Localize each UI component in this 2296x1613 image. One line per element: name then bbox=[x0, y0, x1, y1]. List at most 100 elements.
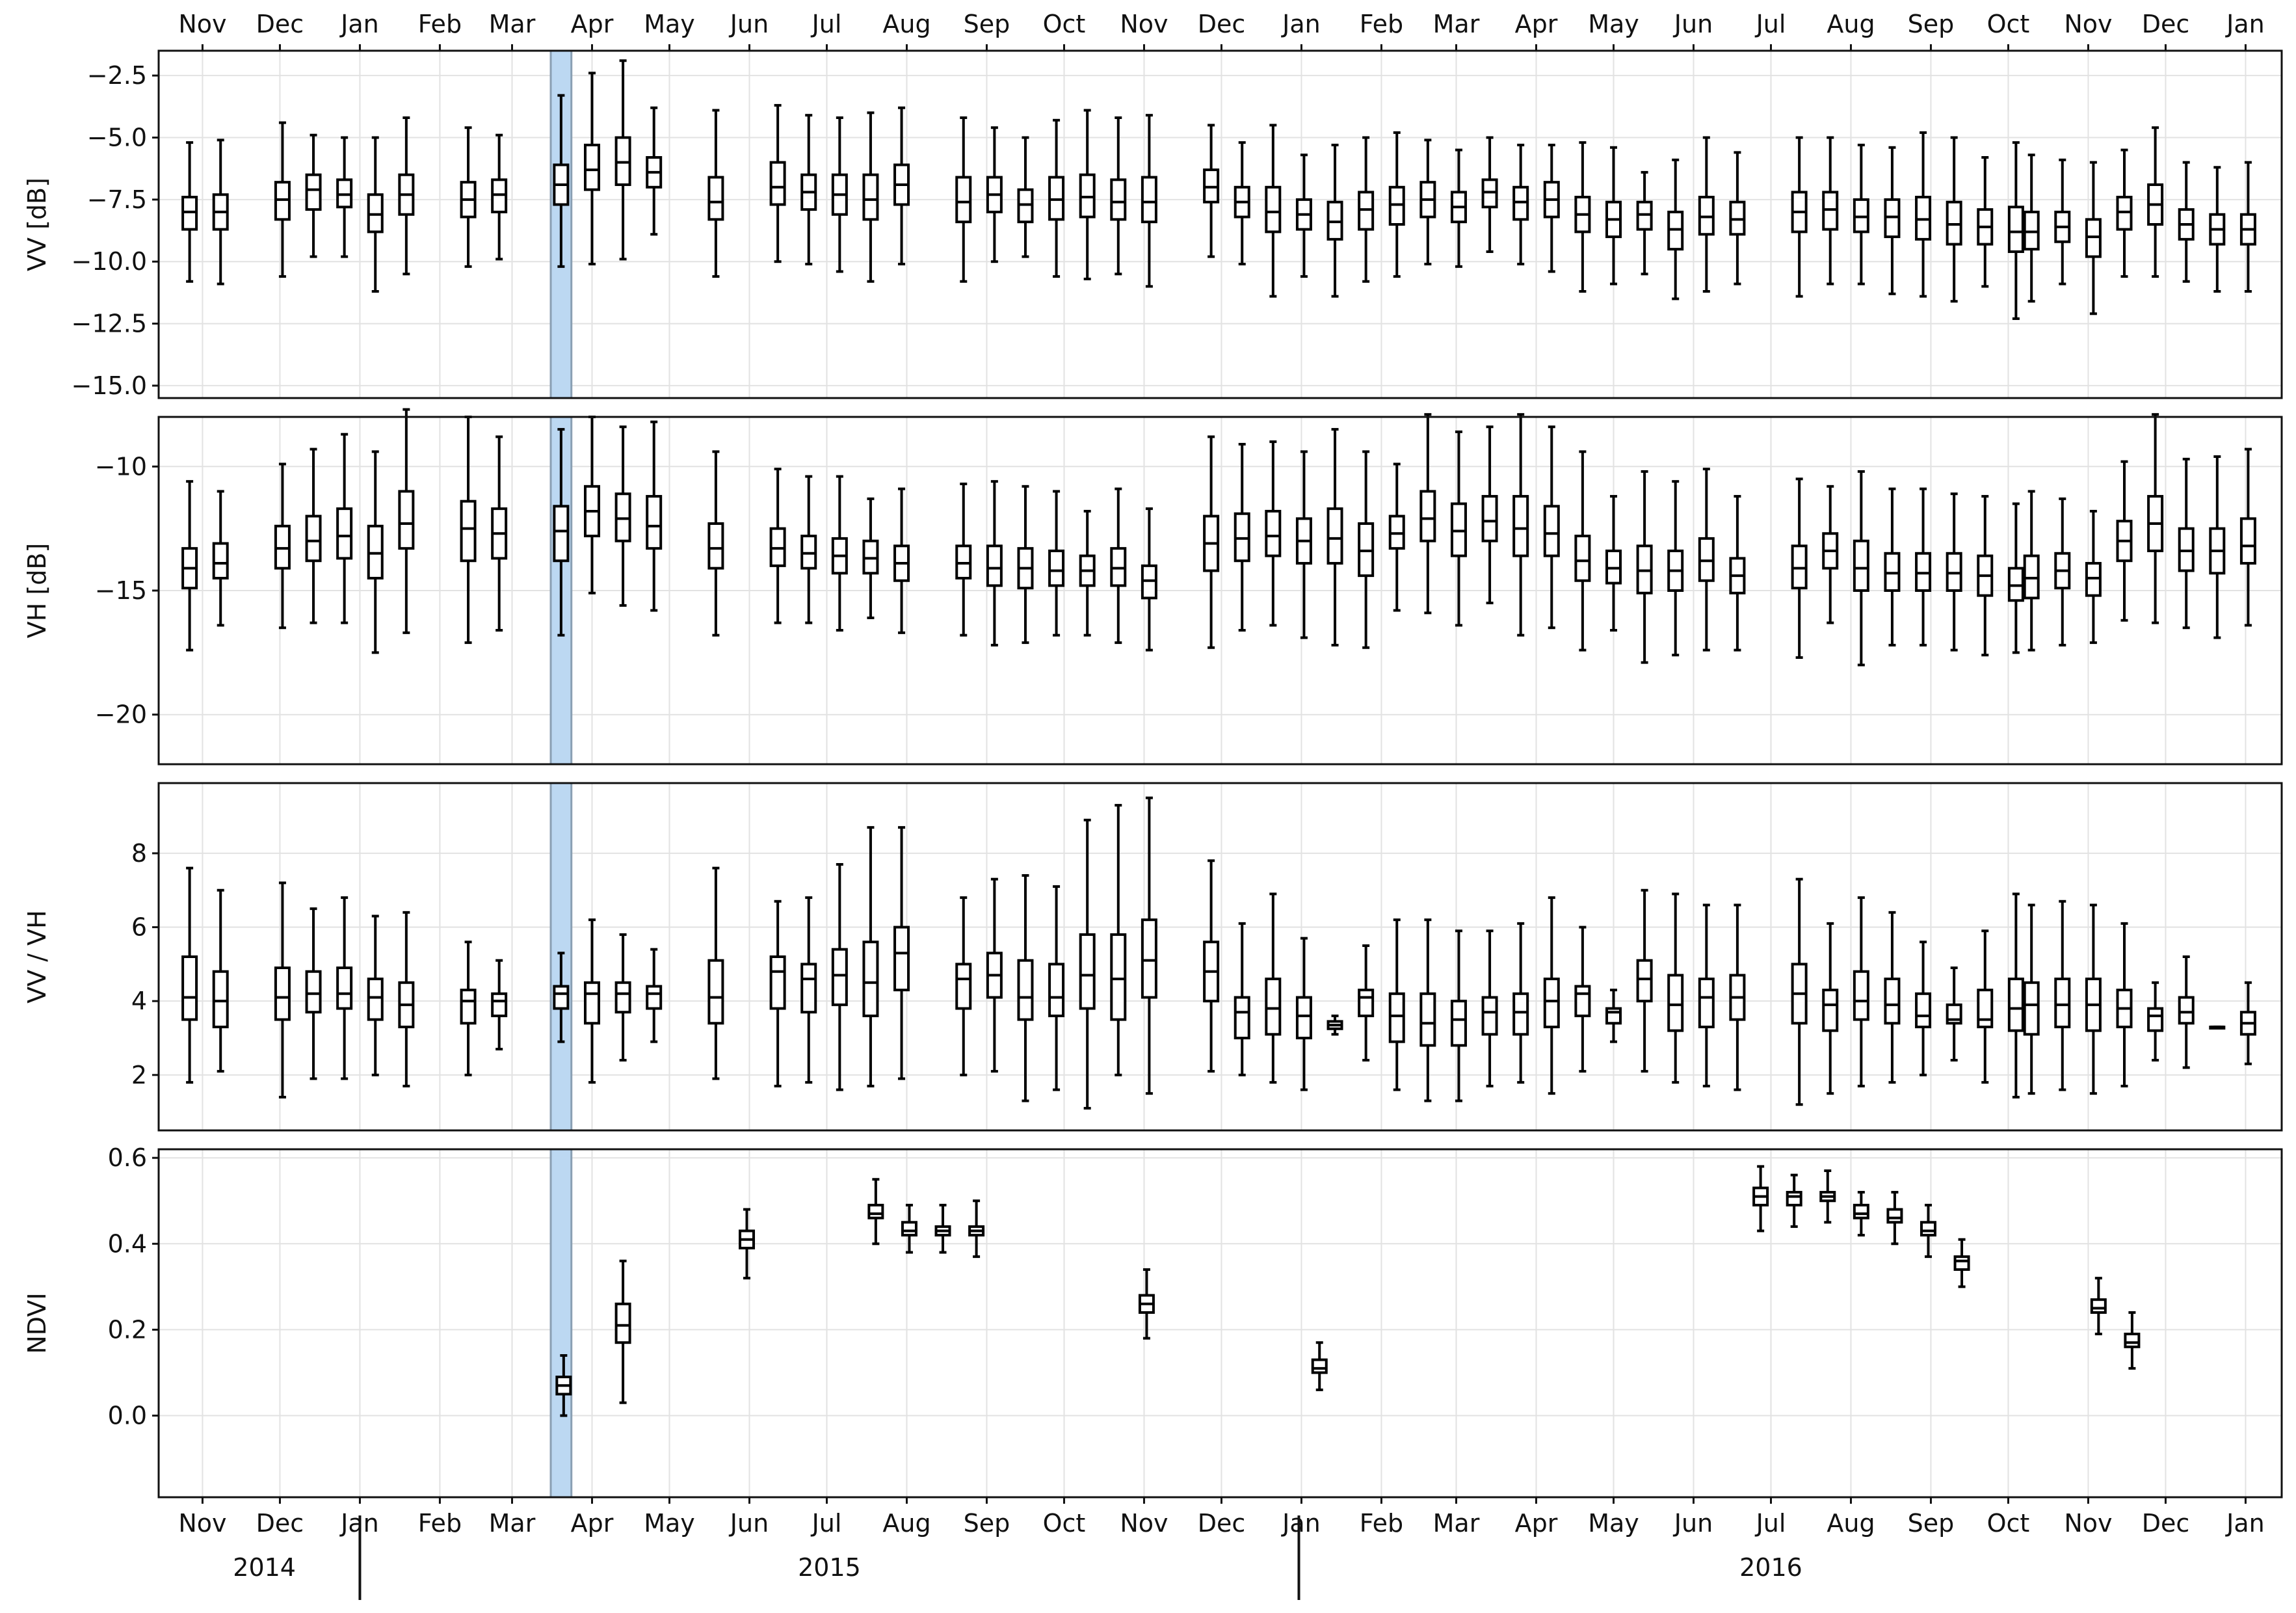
x-tick-label-bottom: Mar bbox=[1433, 1509, 1480, 1538]
boxplot bbox=[1141, 796, 1157, 1095]
highlight-band bbox=[549, 1148, 573, 1499]
boxplot-box bbox=[1977, 989, 1994, 1028]
boxplot bbox=[181, 866, 198, 1084]
boxplot bbox=[367, 450, 384, 654]
boxplot-box bbox=[1636, 959, 1653, 1003]
boxplot-box bbox=[1481, 495, 1498, 542]
boxplot bbox=[1884, 146, 1901, 295]
x-tick-label-bottom: Jul bbox=[811, 1509, 842, 1538]
boxplot-box bbox=[1822, 989, 1839, 1032]
x-tick-label-top: May bbox=[1588, 10, 1639, 38]
boxplot bbox=[1295, 450, 1312, 639]
boxplot bbox=[336, 433, 353, 624]
boxplot bbox=[1512, 413, 1529, 637]
boxplot bbox=[831, 475, 848, 632]
boxplot bbox=[1822, 136, 1839, 286]
boxplot-box bbox=[305, 173, 322, 211]
axes-text-layer: −15.0 −12.5 −10.0 −7.5 −5.0 −2.5 VV [dB] −20 −15… bbox=[23, 10, 2265, 1600]
x-tick-label-bottom: Jan bbox=[1281, 1509, 1321, 1538]
boxplot bbox=[1791, 477, 1808, 659]
x-tick-label-top: Mar bbox=[489, 10, 536, 38]
x-tick-label-bottom: Jul bbox=[1755, 1509, 1786, 1538]
boxplot bbox=[1977, 156, 1994, 288]
boxplot-box bbox=[367, 978, 384, 1021]
boxplot bbox=[2209, 455, 2226, 639]
boxplot bbox=[893, 487, 910, 634]
boxplot-box bbox=[955, 176, 972, 224]
boxplot bbox=[1946, 492, 1962, 652]
boxplot bbox=[305, 907, 322, 1080]
boxplot bbox=[1574, 926, 1591, 1073]
boxplot-box bbox=[1512, 992, 1529, 1036]
boxplot bbox=[305, 133, 322, 258]
boxplot bbox=[646, 948, 663, 1043]
boxplot bbox=[212, 888, 229, 1073]
boxplot bbox=[1977, 495, 1994, 657]
boxplot bbox=[1667, 158, 1684, 300]
boxplot bbox=[460, 940, 477, 1076]
boxplot-box bbox=[212, 970, 229, 1028]
x-tick-label-bottom: Mar bbox=[489, 1509, 536, 1538]
boxplot bbox=[1574, 450, 1591, 652]
boxplot bbox=[212, 490, 229, 627]
boxplot bbox=[1358, 944, 1375, 1062]
boxplot bbox=[2209, 166, 2226, 293]
boxplot-box bbox=[1311, 1358, 1328, 1374]
boxplot-box bbox=[1543, 978, 1560, 1028]
boxplot bbox=[934, 1203, 951, 1254]
boxplot bbox=[1388, 918, 1405, 1091]
y-tick-label: 8 bbox=[131, 839, 147, 868]
boxplot bbox=[398, 408, 415, 634]
boxplot-box bbox=[1667, 974, 1684, 1032]
boxplot-box bbox=[1481, 996, 1498, 1036]
boxplot-box bbox=[460, 989, 477, 1025]
boxplot-box bbox=[583, 981, 600, 1025]
boxplot bbox=[553, 94, 570, 268]
boxplot-box bbox=[2147, 1007, 2164, 1032]
boxplot bbox=[1234, 141, 1250, 266]
boxplot-box bbox=[1048, 549, 1065, 587]
boxplot bbox=[862, 497, 879, 619]
boxplot bbox=[1265, 440, 1282, 627]
boxplot-box bbox=[1450, 1000, 1467, 1047]
boxplot-box bbox=[1605, 1007, 1622, 1025]
boxplot bbox=[1017, 874, 1034, 1102]
x-tick-label-top: Nov bbox=[178, 10, 226, 38]
year-label: 2016 bbox=[1739, 1553, 1802, 1582]
boxplot-box bbox=[1920, 1221, 1936, 1237]
boxplot bbox=[1884, 911, 1901, 1084]
x-tick-label-top: Aug bbox=[882, 10, 930, 38]
x-tick-label-bottom: Dec bbox=[256, 1509, 304, 1538]
y-tick-label: −2.5 bbox=[87, 61, 147, 90]
boxplot-box bbox=[553, 505, 570, 563]
boxplot bbox=[1605, 989, 1622, 1043]
boxplot bbox=[274, 881, 291, 1099]
x-tick-label-bottom: Apr bbox=[571, 1509, 614, 1538]
boxplot bbox=[305, 447, 322, 624]
boxplot bbox=[1110, 116, 1127, 276]
boxplot bbox=[1450, 929, 1467, 1102]
boxplot bbox=[1884, 487, 1901, 647]
boxplot bbox=[1543, 425, 1560, 630]
boxplot bbox=[867, 1178, 884, 1246]
y-tick-label: −7.5 bbox=[87, 185, 147, 214]
boxplot bbox=[2178, 457, 2195, 630]
boxplot bbox=[1822, 922, 1839, 1095]
x-tick-label-top: Jul bbox=[1755, 10, 1786, 38]
boxplot bbox=[862, 111, 879, 283]
x-tick-label-bottom: May bbox=[1588, 1509, 1639, 1538]
boxplot-box bbox=[2090, 1298, 2107, 1314]
boxplot-box bbox=[305, 970, 322, 1014]
boxplot bbox=[1481, 136, 1498, 253]
boxplot bbox=[800, 475, 817, 624]
boxplot bbox=[2085, 509, 2102, 645]
boxplot-box bbox=[1017, 959, 1034, 1021]
boxplot bbox=[583, 416, 600, 594]
boxplot-box bbox=[955, 963, 972, 1010]
boxplot bbox=[2124, 1311, 2141, 1370]
y-tick-label: 4 bbox=[131, 987, 147, 1015]
boxplot bbox=[1729, 495, 1746, 652]
boxplot bbox=[2116, 148, 2133, 278]
y-tick-label: 2 bbox=[131, 1061, 147, 1089]
x-tick-label-top: Apr bbox=[1515, 10, 1558, 38]
